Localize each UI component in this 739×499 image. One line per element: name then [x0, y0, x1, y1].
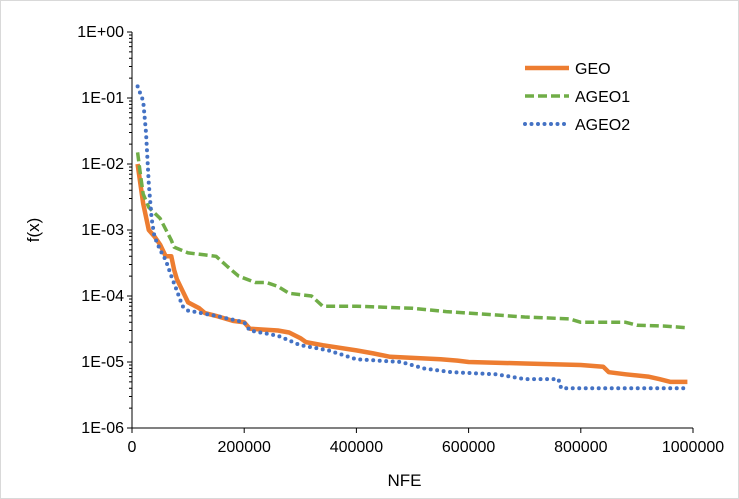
axes: 1E+00 1E-01 1E-02 1E-03 1E-04 1E-05 1E-060 2000… — [24, 24, 724, 490]
x-tick-label: 1000000 — [662, 439, 724, 456]
legend-label-geo: GEO — [575, 61, 611, 78]
plot-series — [135, 84, 690, 391]
x-tick-label: 600000 — [442, 439, 495, 456]
y-tick-label: 1E-03 — [81, 222, 124, 239]
y-tick-label: 1E-02 — [81, 156, 124, 173]
y-axis-title: f(x) — [24, 218, 43, 243]
x-tick-label: 400000 — [330, 439, 383, 456]
x-tick-label: 800000 — [554, 439, 607, 456]
y-tick-label: 1E-04 — [81, 288, 124, 305]
series-line-geo — [135, 163, 688, 385]
series-line-ageo1 — [135, 152, 688, 330]
legend: GEO AGEO1 AGEO2 — [523, 61, 630, 134]
x-tick-label: 0 — [128, 439, 137, 456]
y-tick-label: 1E-05 — [81, 354, 124, 371]
legend-label-ageo2: AGEO2 — [575, 117, 630, 134]
y-tick-label: 1E-06 — [81, 420, 124, 437]
y-tick-label: 1E-01 — [81, 90, 124, 107]
x-axis-title: NFE — [388, 471, 422, 490]
x-tick-label: 200000 — [218, 439, 271, 456]
series-line-ageo2 — [135, 84, 690, 391]
legend-label-ageo1: AGEO1 — [575, 89, 630, 106]
y-tick-label: 1E+00 — [77, 24, 124, 41]
